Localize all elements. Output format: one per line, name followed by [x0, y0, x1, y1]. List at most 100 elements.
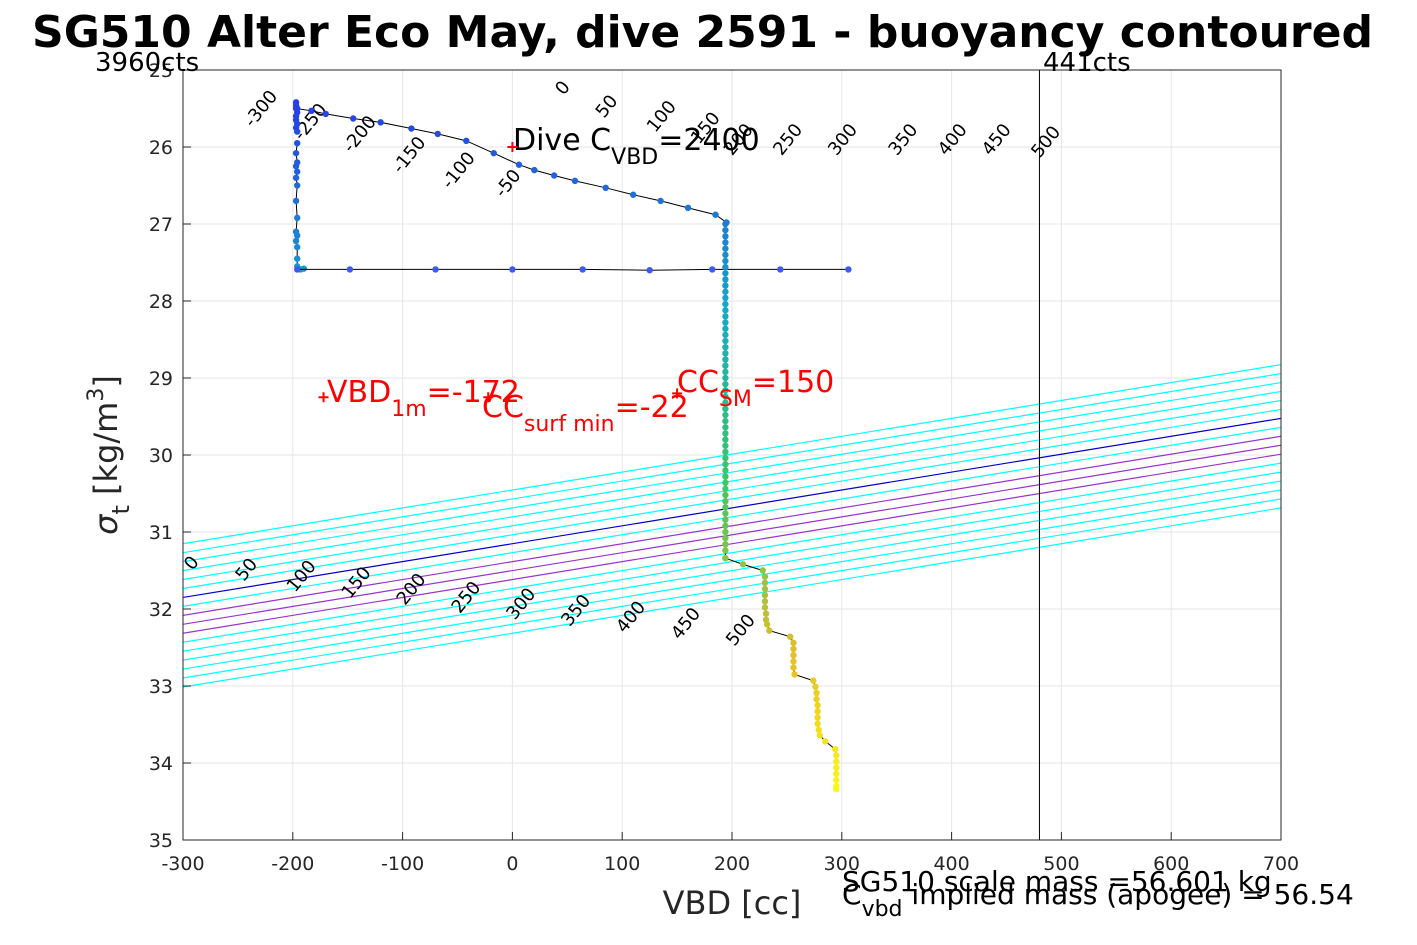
main-column-point — [722, 411, 729, 419]
x-tick-label: 400 — [933, 853, 969, 875]
left-column-point — [292, 174, 300, 181]
shallow-branch-point — [308, 107, 315, 115]
y-tick-label: 25 — [149, 60, 173, 82]
main-column-point — [722, 387, 729, 394]
contour-line — [183, 408, 1281, 590]
deep-steps-point — [790, 645, 797, 653]
deep-steps-point — [832, 745, 839, 753]
horizontal-scan-point — [432, 266, 439, 273]
shallow-branch-point — [602, 184, 609, 192]
horizontal-scan-point — [777, 266, 784, 273]
shallow-branch-point — [408, 125, 415, 132]
footer-scale-mass: SG510 scale mass =56.601 kg — [842, 865, 1272, 898]
deep-steps-point — [763, 621, 771, 628]
y-label-sub: t — [107, 505, 135, 514]
main-column-point — [722, 325, 729, 332]
main-column-point — [722, 399, 729, 406]
main-column-point — [722, 245, 729, 252]
y-tick-label: 31 — [149, 522, 173, 544]
y-tick-label: 30 — [149, 445, 173, 467]
deep-steps-point — [762, 610, 770, 617]
shallow-branch-point — [377, 119, 384, 126]
deep-steps-point — [814, 708, 821, 715]
y-tick-label: 35 — [149, 830, 173, 852]
main-column-point — [722, 380, 729, 388]
contour-line — [183, 426, 1281, 608]
main-column-point — [722, 270, 729, 277]
main-column-point — [722, 356, 729, 363]
y-axis-ticks: 25 26 27 28 29 30 31 32 33 34 35 — [149, 60, 191, 852]
y-label-unit-sup: 3 — [84, 388, 109, 402]
deep-steps-point — [822, 738, 829, 745]
main-column-point — [722, 473, 729, 480]
main-column-point — [722, 461, 729, 468]
shallow-branch-point — [712, 211, 719, 218]
shallow-branch-point — [463, 137, 470, 145]
shallow-branch-point — [490, 149, 497, 157]
deep-steps-point — [766, 627, 773, 634]
main-column-point — [722, 516, 729, 523]
left-column-point — [293, 255, 301, 262]
main-column-point — [722, 337, 729, 345]
main-column-point — [722, 436, 729, 443]
contour-line — [183, 399, 1281, 581]
contour-line — [183, 435, 1281, 616]
descent-point — [293, 128, 301, 135]
main-column-point — [722, 239, 729, 246]
deep-steps-point — [814, 702, 821, 709]
main-column-point — [722, 522, 729, 530]
left-column-point — [293, 182, 301, 189]
deep-steps-point — [761, 585, 769, 593]
horizontal-scan-point — [579, 266, 586, 273]
x-tick-label: 700 — [1263, 853, 1299, 875]
y-axis-label: σt [kg/m3] — [84, 375, 135, 535]
main-column-point — [722, 362, 729, 369]
y-tick-label: 28 — [149, 291, 173, 313]
main-column-point — [722, 350, 729, 357]
deep-steps-point — [722, 554, 729, 562]
main-column-point — [722, 491, 729, 499]
main-column-point — [722, 424, 729, 431]
deep-steps-point — [761, 598, 769, 605]
main-column-point — [722, 454, 729, 462]
x-tick-label: 100 — [604, 853, 640, 875]
main-column-point — [722, 233, 729, 240]
main-column-point — [722, 257, 729, 265]
deep-steps-point — [813, 695, 820, 703]
contour-line — [183, 417, 1281, 599]
main-column-point — [722, 504, 729, 511]
deep-steps-point — [790, 639, 797, 647]
main-column-point — [722, 220, 729, 228]
deep-steps-point — [833, 770, 840, 777]
deep-steps-point — [790, 652, 797, 659]
x-axis-label: VBD [cc] — [663, 884, 802, 922]
deep-steps-point — [790, 664, 797, 671]
deep-steps-point — [814, 714, 821, 721]
main-column-point — [722, 405, 729, 412]
main-column-point — [722, 282, 729, 289]
contour-line — [183, 364, 1281, 545]
x-axis-ticks: -300 -200 -100 0 100 200 300 400 500 600 700 — [161, 832, 1299, 875]
shallow-branch-point — [657, 197, 664, 205]
deep-steps-point — [761, 579, 769, 587]
horizontal-scan-point — [646, 267, 653, 274]
main-column-point — [722, 448, 729, 456]
footer-implied-mass: Cvbd implied mass (apogee) = 56.54 — [842, 878, 1354, 922]
y-label-sigma: σ — [87, 513, 125, 535]
main-column-point — [722, 547, 729, 554]
x-tick-label: 500 — [1043, 853, 1079, 875]
left-column-point — [293, 232, 301, 239]
main-column-point — [722, 319, 729, 326]
main-column-point — [722, 251, 729, 258]
main-column-point — [722, 374, 729, 382]
horizontal-scan-point — [845, 266, 852, 273]
main-column-point — [722, 226, 729, 234]
deep-steps-point — [833, 785, 840, 793]
deep-steps-point — [812, 683, 819, 690]
main-column-point — [722, 430, 729, 437]
x-tick-label: -100 — [381, 853, 424, 875]
deep-steps-point — [739, 561, 747, 568]
main-column-point — [722, 498, 729, 505]
shallow-branch-point — [515, 161, 523, 168]
